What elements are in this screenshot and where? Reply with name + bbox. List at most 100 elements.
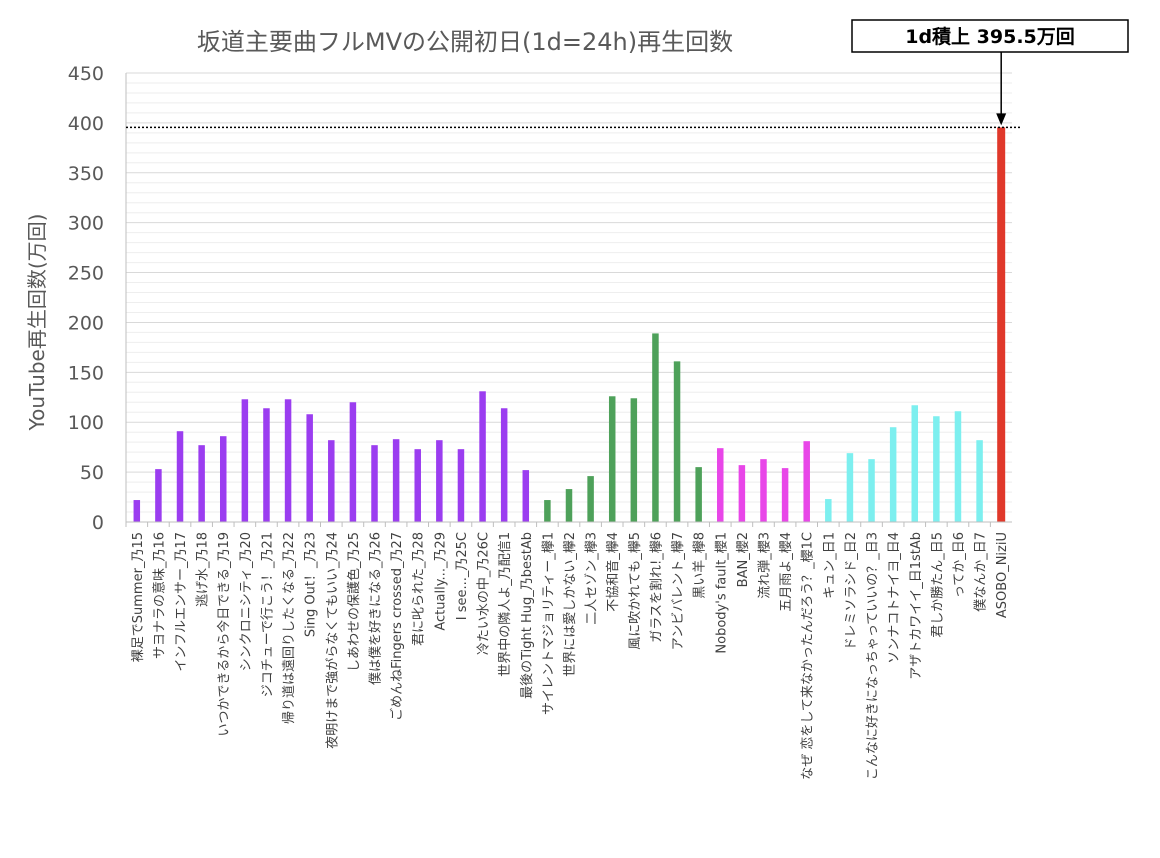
bar — [479, 391, 486, 522]
annotation-box — [851, 19, 1129, 53]
x-tick-label: なぜ 恋をして来なかったんだろう？_櫻1C — [800, 532, 816, 780]
y-tick-label: 400 — [68, 113, 104, 135]
x-tick-label: 五月雨よ_櫻4 — [779, 532, 794, 612]
bar — [219, 436, 227, 522]
x-tick-label: 黒い羊_欅8 — [692, 532, 708, 599]
y-tick-label: 100 — [68, 412, 104, 434]
x-tick-label: 風に吹かれても_欅5 — [628, 532, 643, 650]
x-tick-label: 僕なんか_日7 — [974, 532, 989, 612]
bar — [911, 405, 919, 522]
x-tick-label: 帰り道は遠回りしたくなる_乃22 — [281, 532, 297, 724]
y-axis: 0 50 100 150 200 250 300 350 400 450 — [68, 63, 127, 534]
x-tick-label: 君に叱られた_乃28 — [412, 532, 427, 646]
bar — [587, 476, 594, 522]
bar — [263, 408, 270, 522]
x-tick-label: I see..._乃25C — [455, 532, 470, 620]
x-tick-label: サイレントマジョリティー_欅1 — [541, 532, 556, 715]
bar — [155, 469, 162, 522]
bar — [997, 127, 1006, 522]
bar — [717, 448, 724, 522]
y-tick-label: 0 — [92, 512, 104, 534]
y-axis-label: YouTube再生回数(万回) — [25, 214, 49, 432]
y-tick-label: 150 — [68, 362, 104, 384]
x-tick-label: BAN_櫻2 — [736, 532, 751, 587]
bar — [544, 500, 551, 522]
bar — [954, 411, 962, 522]
x-tick-label: 世界には愛しかない_欅2 — [563, 532, 578, 677]
annotation: 1d積上 395.5万回 — [851, 19, 1129, 126]
bar — [695, 467, 702, 522]
x-tick-label: ソンナコトナイヨ_日4 — [887, 532, 902, 664]
bar — [284, 399, 292, 522]
bar — [803, 441, 810, 522]
bar — [392, 439, 400, 522]
x-tick-label: Nobody's fault_櫻1 — [714, 532, 729, 654]
bar — [522, 470, 530, 522]
bar — [846, 453, 854, 522]
bar — [349, 402, 357, 522]
x-tick-label: しあわせの保護色_乃25 — [346, 532, 362, 672]
bars — [133, 127, 1006, 522]
grid-lines — [126, 72, 1012, 513]
bar — [176, 431, 184, 522]
bar — [738, 465, 746, 522]
x-tick-label: キュン_日1 — [822, 532, 837, 599]
bar — [868, 459, 875, 522]
bar — [673, 361, 681, 522]
x-tick-label: アンビバレント_欅7 — [671, 532, 686, 650]
x-tick-label: いつかできるから今日できる_乃19 — [216, 532, 232, 737]
x-tick-label: アザトカワイイ_日1stAb — [909, 532, 924, 680]
x-tick-label: ASOBO_NiziU — [995, 532, 1010, 618]
x-tick-label: 流れ弾_櫻3 — [757, 532, 772, 599]
x-tick-label: インフルエンサー_乃17 — [174, 532, 189, 672]
chart-title: 坂道主要曲フルMVの公開初日(1d=24h)再生回数 — [197, 28, 733, 56]
y-tick-label: 300 — [68, 213, 104, 235]
y-tick-label: 450 — [68, 63, 104, 85]
bar — [781, 468, 789, 522]
x-tick-label: 夜明けまで強がらなくてもいい_乃24 — [325, 532, 340, 749]
x-tick-label: 僕は僕を好きになる_乃26 — [369, 532, 384, 685]
x-tick-label: 世界中の隣人よ_乃配信1 — [497, 532, 513, 677]
annotation-arrow-head — [996, 113, 1007, 126]
bar — [414, 449, 421, 522]
bar — [500, 408, 508, 522]
x-tick-label: 二人セゾン_欅3 — [585, 532, 600, 625]
x-tick-label: 最後のTight Hug_乃bestAb — [520, 532, 535, 699]
bar — [457, 449, 465, 522]
annotation-text: 1d積上 395.5万回 — [905, 25, 1075, 48]
x-tick-label: サヨナラの意味_乃16 — [151, 532, 167, 659]
x-tick-label: ごめんねFingers crossed_乃27 — [389, 532, 405, 721]
bar — [436, 440, 443, 522]
bar — [630, 398, 638, 522]
y-tick-label: 50 — [80, 462, 104, 484]
y-tick-label: 350 — [68, 163, 104, 185]
x-tick-label: 冷たい水の中_乃26C — [477, 532, 492, 655]
bar — [976, 440, 983, 522]
bar — [133, 500, 141, 522]
x-tick-label: ガラスを割れ!_欅6 — [648, 532, 664, 643]
y-tick-label: 250 — [68, 263, 104, 285]
bar — [565, 489, 573, 522]
x-tick-label: 裸足でSummer_乃15 — [131, 532, 146, 662]
bar — [933, 416, 940, 522]
bar — [306, 414, 313, 522]
bar — [889, 427, 897, 522]
bar — [371, 445, 378, 522]
x-tick-label: ドレミソラシド_日2 — [844, 532, 859, 651]
y-tick-label: 200 — [68, 312, 104, 334]
bar — [241, 399, 249, 522]
bar — [825, 499, 832, 522]
x-tick-label: Sing Out！_乃23 — [304, 532, 319, 637]
x-tick-label: ジコチューで行こう！_乃21 — [260, 532, 275, 697]
x-tick-label: 不協和音_欅4 — [605, 532, 621, 612]
x-tick-label: こんなに好きになっちゃっていいの？_日3 — [866, 532, 881, 780]
bar — [652, 333, 659, 522]
x-tick-label: シンクロニシティ_乃20 — [239, 532, 254, 671]
bar — [760, 459, 767, 522]
x-axis: 裸足でSummer_乃15 サヨナラの意味_乃16 インフルエンサー_乃17 逃げ水_… — [125, 521, 1012, 780]
x-tick-label: Actually..._乃29 — [433, 532, 448, 631]
x-tick-label: ってか_日6 — [952, 532, 967, 598]
x-tick-label: 君しか勝たん_日5 — [930, 532, 945, 638]
x-tick-label: 逃げ水_乃18 — [196, 532, 211, 607]
